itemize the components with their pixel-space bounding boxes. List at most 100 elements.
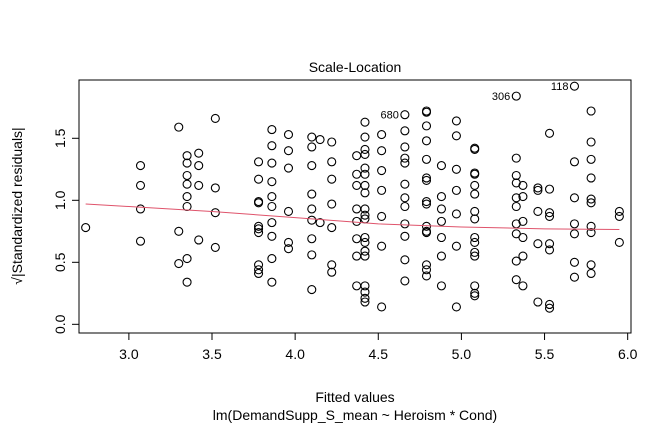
data-point	[586, 137, 596, 147]
data-point	[569, 257, 580, 267]
data-point	[511, 275, 521, 285]
data-point	[360, 163, 370, 173]
data-point	[360, 149, 370, 159]
x-tick-label: 5.5	[535, 346, 555, 362]
data-point	[210, 208, 220, 218]
data-point	[283, 244, 294, 254]
data-point	[283, 130, 294, 140]
data-point	[533, 206, 543, 217]
data-point	[544, 239, 555, 249]
data-point	[421, 260, 432, 270]
data-point	[194, 161, 204, 171]
data-point	[267, 141, 277, 151]
data-point	[421, 265, 432, 275]
data-point	[421, 107, 432, 117]
data-point	[283, 146, 294, 156]
data-point	[569, 229, 580, 239]
data-point	[518, 281, 528, 291]
data-point	[544, 184, 555, 194]
data-point	[315, 218, 325, 228]
data-point	[360, 281, 370, 291]
data-point	[586, 227, 596, 238]
data-point	[614, 206, 624, 217]
data-point	[254, 221, 264, 231]
data-point	[470, 189, 480, 199]
x-tick-label: 4.0	[285, 346, 305, 362]
y-tick-label: 1.5	[52, 128, 68, 148]
data-point	[544, 303, 555, 313]
data-point	[400, 153, 410, 163]
data-point	[569, 193, 580, 203]
y-tick-label: 1.0	[52, 190, 68, 210]
data-point	[586, 260, 596, 270]
data-point	[182, 179, 192, 189]
data-point	[511, 201, 521, 212]
data-point	[470, 237, 480, 248]
data-point	[569, 81, 580, 91]
point-label: 118	[551, 81, 569, 93]
data-point	[470, 281, 480, 291]
data-point	[451, 241, 461, 251]
data-point	[307, 132, 317, 142]
data-point	[327, 260, 337, 270]
data-point	[451, 164, 461, 174]
data-point	[182, 151, 192, 161]
data-point	[421, 136, 432, 146]
x-tick-label: 3.0	[119, 346, 139, 362]
data-point	[451, 185, 461, 195]
data-point	[254, 157, 264, 167]
data-point	[254, 174, 264, 184]
y-tick-label: 0.5	[52, 252, 68, 272]
data-point	[135, 204, 146, 214]
data-point	[174, 226, 184, 236]
data-point	[307, 285, 317, 295]
data-point	[307, 250, 317, 260]
data-point	[182, 277, 192, 287]
data-point	[436, 204, 447, 214]
x-tick-label: 3.5	[202, 346, 222, 362]
data-point	[377, 165, 387, 176]
data-point	[569, 219, 580, 229]
data-point	[400, 193, 410, 203]
y-tick-label: 0.0	[52, 314, 68, 334]
data-point	[421, 221, 432, 231]
data-point	[210, 242, 220, 252]
data-point	[511, 178, 521, 188]
data-point	[267, 231, 277, 241]
data-point	[586, 106, 596, 116]
data-point	[352, 169, 362, 179]
data-point	[436, 161, 447, 171]
data-point	[377, 185, 387, 195]
data-point	[194, 180, 204, 190]
data-point	[377, 302, 387, 312]
data-point	[377, 241, 387, 251]
data-point	[283, 237, 294, 248]
data-point	[81, 223, 91, 233]
data-point	[511, 229, 521, 239]
data-point	[360, 251, 370, 261]
data-point	[586, 194, 596, 204]
data-point	[533, 183, 543, 193]
data-point	[307, 142, 317, 152]
data-point	[327, 267, 337, 277]
data-point	[421, 175, 432, 186]
data-point	[421, 227, 432, 238]
data-point	[533, 297, 543, 307]
data-point	[327, 157, 337, 167]
data-point	[470, 214, 480, 224]
data-point	[254, 265, 264, 275]
data-point	[352, 216, 362, 226]
data-point	[400, 201, 410, 212]
data-point	[533, 185, 543, 195]
data-point	[360, 210, 370, 220]
smooth-line	[85, 203, 620, 230]
data-point	[470, 251, 480, 261]
data-point	[360, 180, 370, 190]
x-tick-label: 6.0	[618, 346, 638, 362]
data-point	[518, 180, 528, 190]
data-point	[586, 221, 596, 231]
data-point	[421, 173, 432, 183]
data-point	[327, 223, 337, 233]
data-point	[182, 192, 192, 202]
